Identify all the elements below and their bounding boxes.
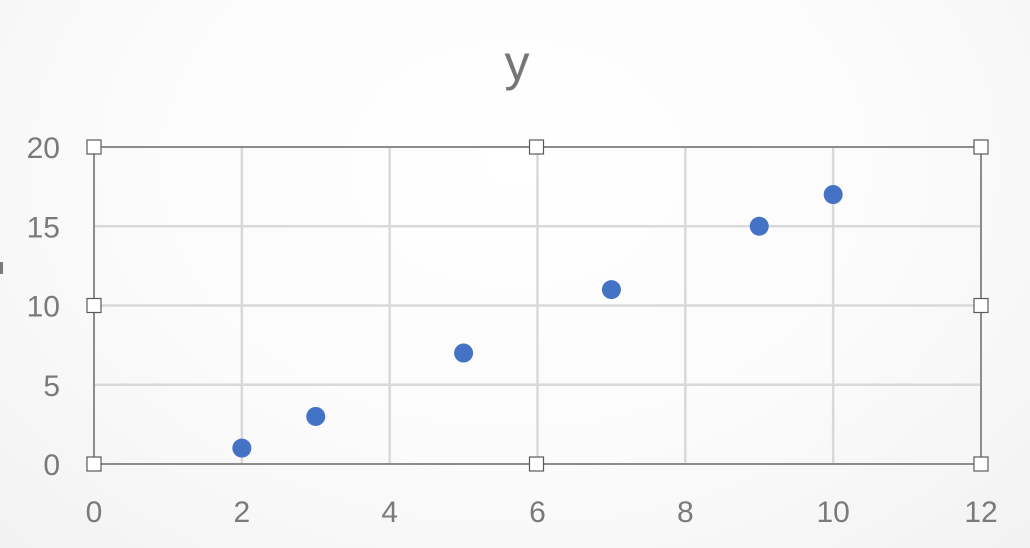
chart-title[interactable]: y (505, 35, 530, 91)
resize-handle-top-center[interactable] (528, 139, 545, 155)
resize-handle-middle-right[interactable] (973, 297, 989, 314)
resize-handle-top-right[interactable] (973, 139, 989, 155)
resize-handle-top-left[interactable] (86, 139, 102, 155)
data-point[interactable] (749, 216, 769, 236)
x-tick-label: 2 (233, 496, 250, 529)
resize-handle-middle-left[interactable] (86, 297, 102, 314)
data-point[interactable] (306, 406, 326, 426)
x-tick-label: 6 (529, 496, 546, 529)
resize-handle-bottom-right[interactable] (973, 456, 989, 472)
x-tick-label: 0 (86, 496, 103, 529)
data-point[interactable] (823, 185, 843, 205)
x-tick-label: 12 (964, 496, 997, 529)
grid-lines (94, 147, 981, 464)
y-tick-label: 10 (27, 291, 60, 324)
x-axis[interactable]: 0 2 4 6 8 10 12 (86, 496, 998, 529)
selection-handles[interactable] (86, 139, 989, 472)
resize-handle-bottom-center[interactable] (528, 456, 545, 472)
y-axis[interactable]: 0 5 10 15 20 (27, 132, 60, 482)
y-tick-label: 5 (43, 370, 60, 403)
x-tick-label: 10 (816, 496, 849, 529)
y-tick-label: 20 (27, 132, 60, 165)
data-point[interactable] (232, 438, 252, 458)
data-point[interactable] (454, 343, 474, 363)
left-edge-mark (0, 262, 3, 274)
x-tick-label: 8 (677, 496, 694, 529)
data-series[interactable] (232, 185, 843, 458)
y-tick-label: 0 (43, 449, 60, 482)
x-tick-label: 4 (381, 496, 398, 529)
resize-handle-bottom-left[interactable] (86, 456, 102, 472)
data-point[interactable] (601, 280, 621, 300)
y-tick-label: 15 (27, 211, 60, 244)
